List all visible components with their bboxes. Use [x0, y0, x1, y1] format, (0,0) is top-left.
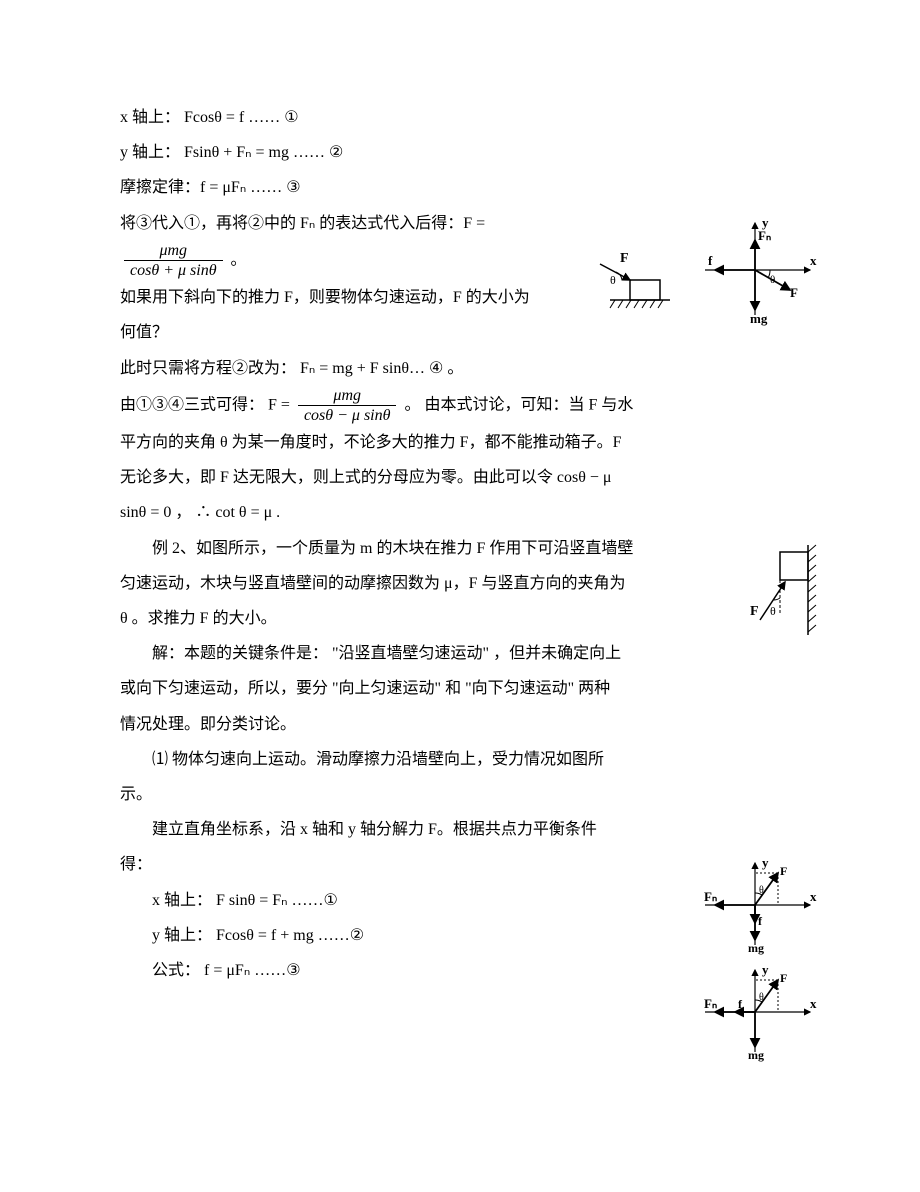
svg-text:x: x: [810, 889, 817, 904]
frac-1: μmg cosθ + μ sinθ: [124, 241, 223, 280]
svg-text:θ: θ: [759, 992, 764, 1003]
q2-l4: 由①③④三式可得： F = μmg cosθ − μ sinθ 。 由本式讨论，…: [120, 386, 810, 425]
svg-text:mg: mg: [748, 941, 764, 955]
sol-l3: 情况处理。即分类讨论。: [120, 707, 810, 742]
svg-text:Fₙ: Fₙ: [758, 228, 771, 243]
fig-axes-1: y x Fₙ f F mg θ: [690, 215, 820, 348]
eq-x: x 轴上： Fcosθ = f …… ①: [120, 100, 810, 135]
fig-axes-up: y x Fₙ f mg F θ: [690, 855, 820, 968]
eq-y: y 轴上： Fsinθ + Fₙ = mg …… ②: [120, 135, 810, 170]
svg-text:F: F: [620, 251, 629, 266]
svg-text:f: f: [708, 253, 713, 268]
svg-text:y: y: [762, 962, 769, 977]
sol-l1: 解：本题的关键条件是： "沿竖直墙壁匀速运动" ，但并未确定向上: [120, 636, 810, 671]
svg-text:x: x: [810, 996, 817, 1011]
c1-l2: 示。: [120, 777, 810, 812]
q2-l6: 无论多大，即 F 达无限大，则上式的分母应为零。由此可以令 cosθ − μ: [120, 460, 810, 495]
fig-wall-block: F θ: [745, 540, 825, 663]
svg-text:θ: θ: [610, 273, 616, 287]
c1-l1: ⑴ 物体匀速向上运动。滑动摩擦力沿墙壁向上，受力情况如图所: [120, 742, 810, 777]
svg-text:θ: θ: [770, 274, 775, 286]
svg-text:mg: mg: [750, 311, 768, 326]
svg-text:mg: mg: [748, 1048, 764, 1062]
svg-text:θ: θ: [770, 604, 776, 618]
q2-l7: sinθ = 0 ， ∴ cot θ = μ .: [120, 495, 810, 530]
svg-text:θ: θ: [759, 885, 764, 896]
svg-text:f: f: [758, 914, 763, 928]
svg-text:F: F: [780, 864, 787, 878]
c1-l3: 建立直角坐标系，沿 x 轴和 y 轴分解力 F。根据共点力平衡条件: [120, 812, 810, 847]
eq-friction: 摩擦定律：f = μFₙ …… ③: [120, 170, 810, 205]
svg-text:F: F: [790, 285, 798, 300]
ex2-l1: 例 2、如图所示，一个质量为 m 的木块在推力 F 作用下可沿竖直墙壁: [120, 531, 810, 566]
svg-text:Fₙ: Fₙ: [704, 889, 717, 904]
svg-text:f: f: [738, 997, 743, 1011]
svg-text:Fₙ: Fₙ: [704, 996, 717, 1011]
physics-doc-page: x 轴上： Fcosθ = f …… ① y 轴上： Fsinθ + Fₙ = …: [120, 100, 810, 988]
ex2-l3: θ 。求推力 F 的大小。: [120, 601, 810, 636]
svg-text:x: x: [810, 253, 817, 268]
svg-text:y: y: [762, 855, 769, 870]
q2-l3: 此时只需将方程②改为： Fₙ = mg + F sinθ… ④ 。: [120, 351, 810, 386]
svg-text:F: F: [750, 604, 759, 619]
svg-text:F: F: [780, 971, 787, 985]
frac-2: μmg cosθ − μ sinθ: [298, 386, 397, 425]
fig-axes-down: y x Fₙ f mg F θ: [690, 962, 820, 1075]
sol-l2: 或向下匀速运动，所以，要分 "向上匀速运动" 和 "向下匀速运动" 两种: [120, 671, 810, 706]
ex2-l2: 匀速运动，木块与竖直墙壁间的动摩擦因数为 μ，F 与竖直方向的夹角为: [120, 566, 810, 601]
fig-box-ground: F θ: [590, 250, 680, 333]
q2-l5: 平方向的夹角 θ 为某一角度时，不论多大的推力 F，都不能推动箱子。F: [120, 425, 810, 460]
